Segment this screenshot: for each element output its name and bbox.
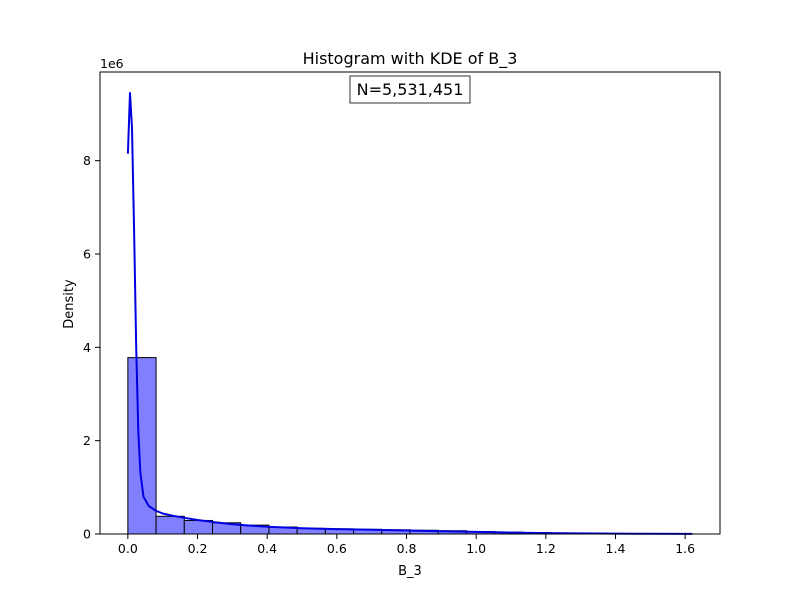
y-tick-label: 2 (83, 433, 91, 448)
y-axis-scale-label: 1e6 (100, 56, 124, 71)
x-tick-label: 1.6 (675, 541, 695, 556)
x-tick-label: 0.2 (188, 541, 208, 556)
x-tick-label: 1.2 (536, 541, 556, 556)
kde-line (126, 92, 693, 535)
y-axis-label: Density (62, 279, 77, 329)
x-axis-label: B_3 (398, 564, 422, 579)
y-tick-label: 6 (83, 247, 91, 262)
histogram-bars (127, 357, 693, 535)
y-tick-label: 4 (83, 340, 91, 355)
y-axis-ticks: 0 2 4 6 8 (83, 153, 100, 542)
histogram-bar (183, 519, 214, 535)
annotation-text: N=5,531,451 (357, 80, 464, 99)
histogram-bar (127, 357, 157, 535)
x-tick-label: 0.4 (257, 541, 277, 556)
plot-frame (99, 71, 721, 535)
y-tick-label: 0 (83, 527, 91, 542)
chart-title: Histogram with KDE of B_3 (303, 49, 518, 69)
histogram-bar (155, 515, 185, 535)
x-axis-ticks: 0.0 0.2 0.4 0.6 0.8 1.0 1.2 1.4 1.6 (118, 534, 695, 556)
x-tick-label: 1.0 (466, 541, 486, 556)
kde-layer (126, 92, 693, 535)
x-tick-label: 0.0 (118, 541, 138, 556)
x-tick-label: 1.4 (606, 541, 626, 556)
x-tick-label: 0.8 (397, 541, 417, 556)
y-tick-label: 8 (83, 153, 91, 168)
x-tick-label: 0.6 (327, 541, 347, 556)
annotation-box (349, 75, 471, 104)
sample-size-annotation: N=5,531,451 (349, 75, 471, 104)
